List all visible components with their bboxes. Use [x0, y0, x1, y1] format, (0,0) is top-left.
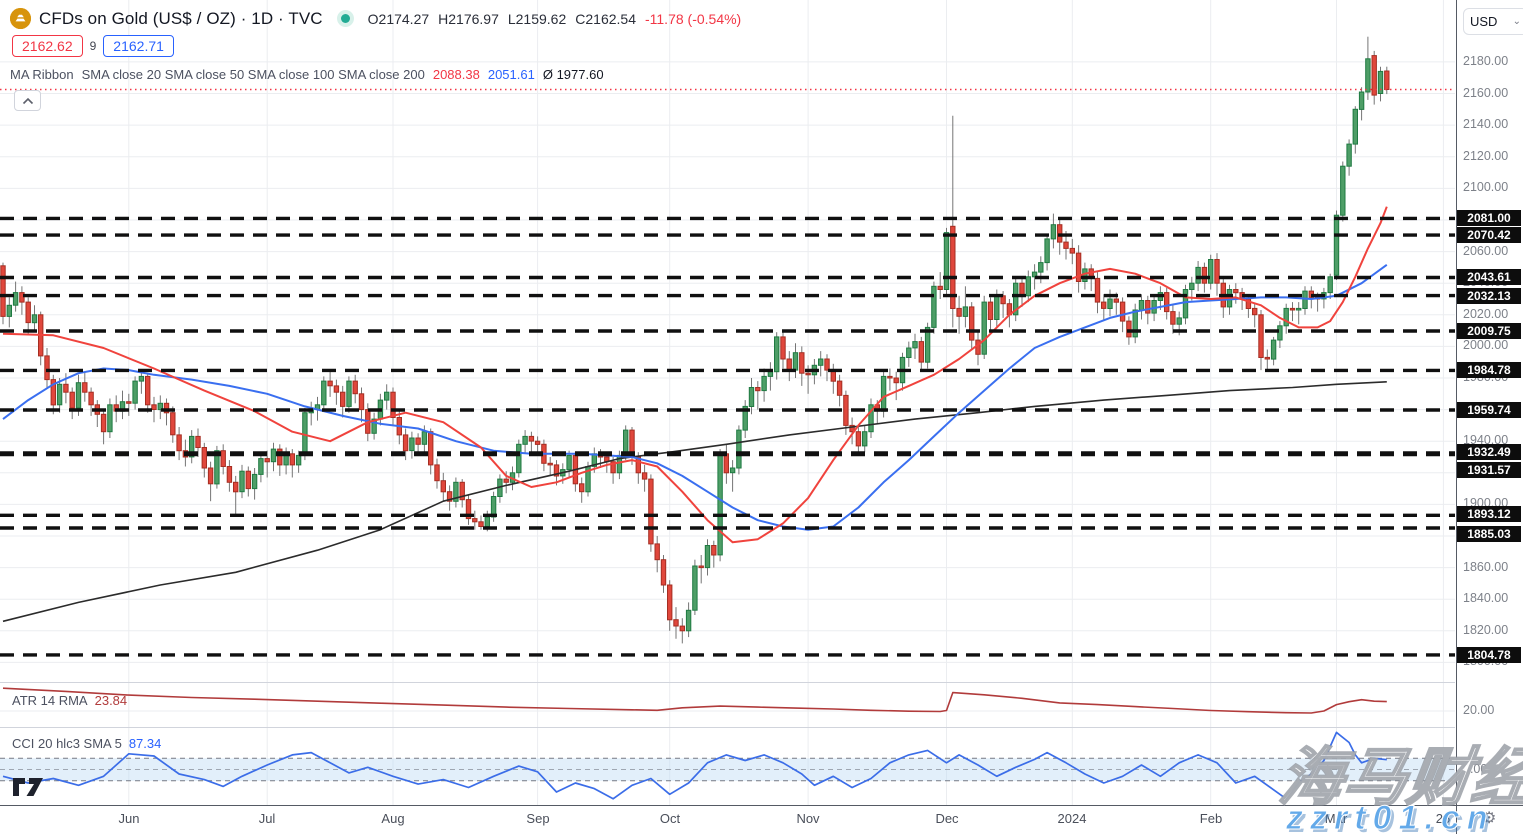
- support-resistance-dashed-lines: [0, 216, 1455, 657]
- time-tick-label: Aug: [381, 811, 405, 826]
- price-tick-label: 2060.00: [1463, 244, 1509, 258]
- chevron-down-icon: ⌄: [1512, 16, 1521, 27]
- chevron-up-icon: [22, 97, 33, 104]
- price-level-badge: 1959.74: [1457, 402, 1521, 418]
- chart-canvas[interactable]: [0, 0, 1456, 806]
- price-level-badge: 1932.49: [1457, 444, 1521, 460]
- collapse-legend-button[interactable]: [14, 90, 41, 111]
- cci-title: CCI 20 hlc3 SMA 5: [12, 736, 122, 751]
- price-tick-label: 2100.00: [1463, 180, 1509, 194]
- time-tick-label: Nov: [796, 811, 820, 826]
- price-level-badge: 2043.61: [1457, 269, 1521, 285]
- ohlc-values: O2174.27 H2176.97 L2159.62 C2162.54 -11.…: [368, 11, 742, 27]
- buy-price-button[interactable]: 2162.71: [103, 35, 174, 57]
- price-tick-label: 1940.00: [1463, 433, 1509, 447]
- price-tick-label: 2140.00: [1463, 117, 1509, 131]
- currency-selector[interactable]: USD ⌄: [1463, 8, 1523, 35]
- pane-separators[interactable]: [0, 682, 1455, 728]
- gridlines: [0, 0, 1455, 805]
- time-tick-label: Jul: [258, 811, 276, 826]
- atr-title: ATR 14 RMA: [12, 693, 88, 708]
- price-tick-label: 2160.00: [1463, 86, 1509, 100]
- time-axis-border[interactable]: [0, 805, 1523, 806]
- price-tick-label: 1840.00: [1463, 591, 1509, 605]
- price-level-badge: 2032.13: [1457, 288, 1521, 304]
- close-value: C2162.54: [575, 10, 636, 27]
- price-level-badge: 1984.78: [1457, 362, 1521, 378]
- time-tick-label: 25: [1435, 811, 1451, 826]
- sma-average-value: Ø 1977.60: [542, 67, 604, 82]
- currency-value: USD: [1470, 14, 1498, 29]
- price-level-badge: 2081.00: [1457, 210, 1521, 226]
- cci-axis-label: 0.00: [1463, 762, 1488, 776]
- low-value: L2159.62: [507, 10, 567, 27]
- atr-value: 23.84: [94, 693, 128, 708]
- high-value: H2176.97: [438, 10, 499, 27]
- bid-ask-widget: 2162.62 9 2162.71: [12, 35, 174, 57]
- tradingview-logo[interactable]: [12, 773, 48, 804]
- cci-value: 87.34: [128, 736, 162, 751]
- spread-value: 9: [89, 39, 97, 53]
- price-tick-label: 2120.00: [1463, 149, 1509, 163]
- ma-ribbon-lines: [2, 206, 1388, 623]
- cci-legend[interactable]: CCI 20 hlc3 SMA 5 87.34: [12, 736, 161, 751]
- ma-ribbon-legend[interactable]: MA Ribbon SMA close 20 SMA close 50 SMA …: [10, 67, 604, 82]
- candlestick-series: [0, 36, 1390, 644]
- time-tick-label: Oct: [659, 811, 681, 826]
- sma20-value: 2088.38: [432, 67, 480, 82]
- market-open-dot[interactable]: [340, 14, 350, 23]
- price-tick-label: 1820.00: [1463, 623, 1509, 637]
- change-value: -11.78 (-0.54%): [644, 10, 742, 27]
- atr-pane-plot: [2, 687, 1387, 714]
- sma50-value: 2051.61: [487, 67, 535, 82]
- time-tick-label: Dec: [935, 811, 959, 826]
- price-level-badge: 1804.78: [1457, 647, 1521, 663]
- price-level-badge: 1885.03: [1457, 526, 1521, 542]
- price-tick-label: 2000.00: [1463, 338, 1509, 352]
- ma-ribbon-label: MA Ribbon: [10, 67, 74, 82]
- symbol-title[interactable]: CFDs on Gold (US$ / OZ) · 1D · TVC: [39, 8, 323, 28]
- ma-ribbon-params: SMA close 20 SMA close 50 SMA close 100 …: [81, 67, 425, 82]
- gear-icon[interactable]: ⚙: [1482, 810, 1497, 827]
- price-level-badge: 2070.42: [1457, 227, 1521, 243]
- time-tick-label: Jun: [118, 811, 140, 826]
- chart-legend-main: CFDs on Gold (US$ / OZ) · 1D · TVC O2174…: [10, 8, 741, 29]
- open-value: O2174.27: [367, 10, 430, 27]
- price-tick-label: 2180.00: [1463, 54, 1509, 68]
- sell-price-button[interactable]: 2162.62: [12, 35, 83, 57]
- time-tick-label: Sep: [526, 811, 550, 826]
- time-tick-label: Feb: [1199, 811, 1223, 826]
- price-tick-label: 2020.00: [1463, 307, 1509, 321]
- atr-axis-label: 20.00: [1463, 703, 1495, 717]
- cci-pane-plot: [0, 731, 1455, 800]
- atr-legend[interactable]: ATR 14 RMA 23.84: [12, 693, 127, 708]
- price-axis-border[interactable]: [1456, 0, 1457, 834]
- time-tick-label: 2024: [1057, 811, 1087, 826]
- price-level-badge: 1931.57: [1457, 462, 1521, 478]
- price-tick-label: 1860.00: [1463, 560, 1509, 574]
- time-tick-label: Mar: [1324, 811, 1348, 826]
- gold-coin-icon: [10, 8, 31, 29]
- price-level-badge: 2009.75: [1457, 323, 1521, 339]
- price-level-badge: 1893.12: [1457, 506, 1521, 522]
